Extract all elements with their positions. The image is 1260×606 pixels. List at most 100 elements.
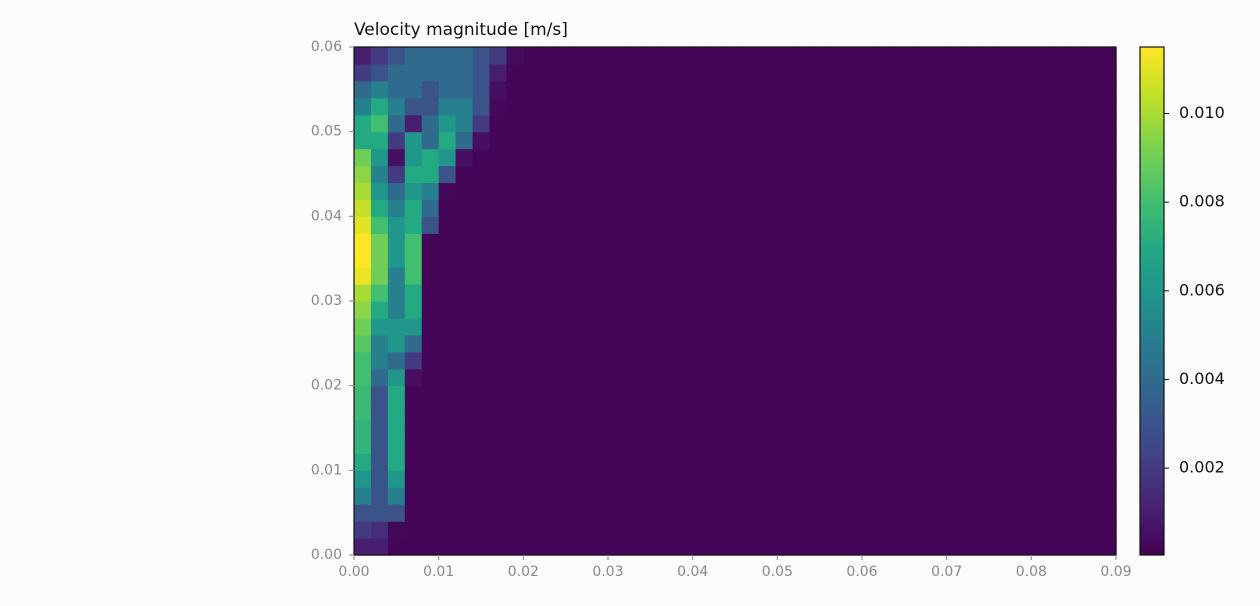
y-tick-label: 0.05: [311, 124, 342, 140]
heatmap-cell: [777, 199, 795, 217]
heatmap-cell: [1048, 250, 1066, 268]
heatmap-cell: [726, 250, 745, 268]
heatmap-cell: [438, 182, 457, 200]
heatmap-cell: [1031, 250, 1049, 268]
heatmap-cell: [980, 521, 999, 539]
heatmap-cell: [455, 436, 474, 454]
heatmap-cell: [1031, 216, 1049, 234]
heatmap-cell: [658, 521, 677, 539]
heatmap-cell: [624, 453, 643, 471]
heatmap-cell: [980, 402, 999, 421]
heatmap-cell: [591, 284, 609, 302]
heatmap-cell: [557, 504, 575, 522]
heatmap-cell: [421, 436, 440, 454]
heatmap-cell: [472, 301, 491, 319]
heatmap-cell: [387, 165, 406, 184]
heatmap-cell: [963, 148, 982, 167]
heatmap-cell: [1065, 148, 1083, 167]
heatmap-cell: [692, 182, 711, 200]
heatmap-cell: [845, 301, 863, 319]
heatmap-cell: [574, 368, 592, 387]
y-tick-label: 0.03: [311, 293, 342, 309]
heatmap-cell: [591, 63, 609, 82]
heatmap-cell: [608, 165, 626, 184]
heatmap-cell: [1082, 250, 1100, 268]
heatmap-cell: [726, 216, 745, 234]
heatmap-cell: [895, 351, 914, 370]
heatmap-cell: [862, 182, 880, 200]
heatmap-cell: [1099, 182, 1117, 200]
heatmap-cell: [540, 199, 558, 217]
heatmap-cell: [845, 250, 863, 268]
heatmap-cell: [862, 267, 880, 285]
heatmap-cell: [354, 233, 372, 251]
heatmap-cell: [1014, 63, 1032, 82]
heatmap-cell: [1031, 114, 1049, 133]
heatmap-cell: [489, 182, 507, 200]
heatmap-cell: [370, 521, 389, 539]
heatmap-cell: [472, 419, 491, 438]
heatmap-cell: [794, 521, 812, 539]
heatmap-cell: [557, 199, 575, 217]
heatmap-cell: [726, 47, 745, 65]
heatmap-cell: [726, 470, 745, 488]
heatmap-cell: [624, 436, 643, 454]
heatmap-cell: [438, 521, 457, 539]
heatmap-cell: [591, 504, 609, 522]
heatmap-cell: [506, 436, 524, 454]
heatmap-cell: [828, 402, 846, 421]
x-tick-label: 0.03: [592, 564, 623, 580]
heatmap-cell: [1065, 63, 1083, 82]
heatmap-cell: [980, 470, 999, 488]
heatmap-cell: [828, 368, 846, 387]
heatmap-cell: [489, 199, 507, 217]
heatmap-cell: [726, 80, 745, 99]
heatmap-cell: [692, 538, 711, 556]
heatmap-cell: [794, 148, 812, 167]
heatmap-cell: [540, 470, 558, 488]
heatmap-cell: [455, 470, 474, 488]
heatmap-cell: [929, 114, 948, 133]
heatmap-cell: [1082, 267, 1100, 285]
heatmap-cell: [675, 521, 694, 539]
heatmap-cell: [506, 233, 524, 251]
heatmap-cell: [963, 80, 982, 99]
heatmap-cell: [794, 97, 812, 116]
heatmap-cell: [1031, 436, 1049, 454]
heatmap-cell: [1065, 419, 1083, 438]
heatmap-cell: [675, 487, 694, 505]
heatmap-cell: [845, 453, 863, 471]
heatmap-cell: [1048, 148, 1066, 167]
heatmap-cell: [557, 284, 575, 302]
heatmap-cell: [557, 368, 575, 387]
heatmap-cell: [387, 368, 406, 387]
heatmap-cell: [641, 453, 660, 471]
heatmap-cell: [591, 131, 609, 150]
heatmap-cell: [455, 504, 474, 522]
heatmap-cell: [1099, 47, 1117, 65]
heatmap-cell: [675, 436, 694, 454]
heatmap-cell: [1099, 504, 1117, 522]
heatmap-cell: [997, 301, 1015, 319]
heatmap-cell: [862, 521, 880, 539]
heatmap-cell: [574, 487, 592, 505]
heatmap-cell: [472, 470, 491, 488]
heatmap-cell: [404, 148, 423, 167]
heatmap-cell: [895, 233, 914, 251]
heatmap-cell: [472, 453, 491, 471]
heatmap-cell: [574, 301, 592, 319]
heatmap-cell: [472, 216, 491, 234]
heatmap-cell: [743, 199, 761, 217]
heatmap-cell: [878, 250, 897, 268]
heatmap-cell: [692, 504, 711, 522]
heatmap-cell: [387, 334, 406, 353]
heatmap-cell: [506, 538, 524, 556]
heatmap-cell: [404, 182, 423, 200]
heatmap-cell: [692, 487, 711, 505]
heatmap-cell: [641, 97, 660, 116]
heatmap-cell: [794, 63, 812, 82]
heatmap-cell: [743, 301, 761, 319]
heatmap-cell: [641, 47, 660, 65]
heatmap-cell: [421, 284, 440, 302]
colorbar-tick-label: 0.002: [1179, 458, 1225, 477]
